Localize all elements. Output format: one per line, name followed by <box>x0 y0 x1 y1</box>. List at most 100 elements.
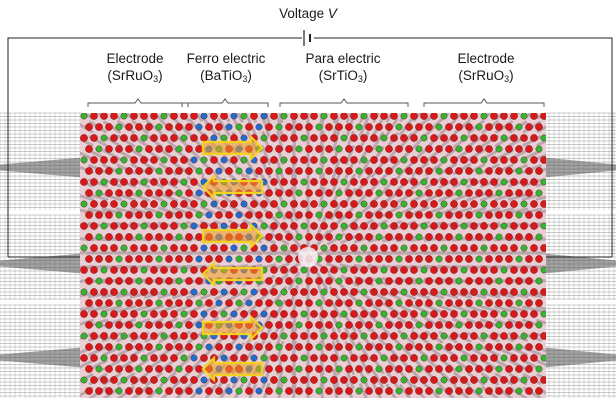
atom <box>295 343 302 350</box>
atom <box>356 300 362 306</box>
atom <box>80 178 87 185</box>
atom <box>401 113 407 119</box>
atom <box>325 277 332 284</box>
atom <box>161 201 167 207</box>
region-formula: (SrTiO3) <box>280 67 406 88</box>
atom <box>450 200 457 207</box>
atom <box>265 321 272 328</box>
atom <box>176 366 182 372</box>
atom <box>401 157 407 163</box>
atom <box>415 343 422 350</box>
atom <box>85 343 92 350</box>
atom <box>375 387 382 394</box>
atom <box>456 234 462 240</box>
atom <box>405 365 412 372</box>
atom <box>165 189 172 196</box>
region-name: Electrode <box>82 50 188 67</box>
atom <box>145 123 152 130</box>
atom <box>350 288 357 295</box>
atom <box>195 277 202 284</box>
atom <box>356 168 362 174</box>
atom <box>495 211 502 218</box>
atom <box>95 167 102 174</box>
atom <box>115 189 122 196</box>
atom <box>501 135 507 141</box>
atom <box>530 332 537 339</box>
atom <box>525 321 532 328</box>
atom <box>541 223 547 229</box>
atom <box>485 343 492 350</box>
atom <box>256 388 262 394</box>
atom <box>410 156 417 163</box>
atom <box>300 332 307 339</box>
atom <box>231 113 237 119</box>
atom <box>105 145 112 152</box>
atom <box>330 156 337 163</box>
atom <box>495 123 502 130</box>
atom <box>465 343 472 350</box>
atom <box>420 244 427 251</box>
atom <box>395 277 402 284</box>
atom <box>170 178 177 185</box>
atom <box>81 333 87 339</box>
atom <box>345 189 352 196</box>
atom <box>370 244 377 251</box>
atom <box>516 124 522 130</box>
atom <box>156 212 162 218</box>
atom <box>170 244 177 251</box>
atom <box>81 201 87 207</box>
atom <box>541 179 547 185</box>
atom <box>101 267 107 273</box>
atom <box>176 234 182 240</box>
atom <box>125 123 132 130</box>
grid-plane <box>544 158 616 178</box>
atom <box>130 222 137 229</box>
atom <box>330 376 337 383</box>
atom <box>125 145 132 152</box>
atom <box>221 311 227 317</box>
atom <box>96 234 102 240</box>
atom <box>165 211 172 218</box>
atom <box>460 244 467 251</box>
atom <box>370 178 377 185</box>
atom <box>476 256 482 262</box>
atom <box>445 123 452 130</box>
atom <box>145 167 152 174</box>
atom <box>525 123 532 130</box>
atom <box>81 289 87 295</box>
atom <box>520 354 527 361</box>
atom <box>90 376 97 383</box>
atom <box>181 179 187 185</box>
atom <box>110 178 117 185</box>
atom <box>335 167 342 174</box>
atom <box>350 156 357 163</box>
atom <box>121 333 127 339</box>
atom <box>320 134 327 141</box>
atom <box>496 234 502 240</box>
atom <box>141 179 147 185</box>
atom <box>515 145 522 152</box>
atom <box>510 178 517 185</box>
atom <box>255 167 262 174</box>
atom <box>205 255 212 262</box>
atom <box>261 223 267 229</box>
atom <box>130 200 137 207</box>
atom <box>90 288 97 295</box>
atom <box>110 310 117 317</box>
atom <box>496 278 502 284</box>
atom <box>170 266 177 273</box>
atom <box>211 135 217 141</box>
atom <box>245 211 252 218</box>
atom <box>530 134 537 141</box>
atom <box>375 255 382 262</box>
atom <box>261 113 267 119</box>
atom <box>210 222 217 229</box>
atom <box>476 124 482 130</box>
atom <box>440 178 447 185</box>
atom <box>430 244 437 251</box>
atom <box>465 233 472 240</box>
atom <box>330 134 337 141</box>
atom <box>450 332 457 339</box>
atom <box>290 332 297 339</box>
atom <box>96 190 102 196</box>
